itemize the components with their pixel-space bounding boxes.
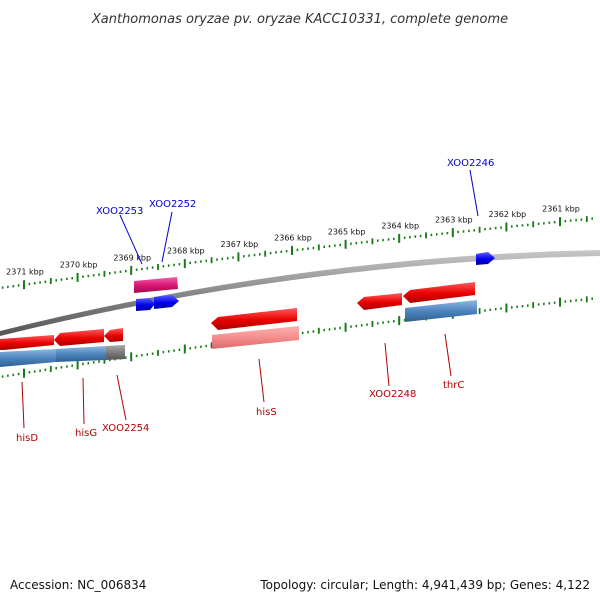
gene-arrow-thrc[interactable] [403,282,475,303]
gene-label-xoo2254[interactable]: XOO2254 [102,423,149,434]
gene-arrow-hiss[interactable] [211,308,297,330]
gene-block-hisg-lower[interactable] [56,346,106,362]
tick-label: 2369 kbp [113,253,151,262]
tick-label: 2361 kbp [542,205,580,214]
gene-label-xoo2252[interactable]: XOO2252 [149,199,196,210]
tick-label: 2362 kbp [489,210,527,219]
gene-arrow-xoo2246[interactable] [476,252,495,265]
gene-block-thrc-lower[interactable] [405,300,477,322]
tick-label: 2371 kbp [6,268,44,277]
gene-block-hiss-lower[interactable] [212,326,299,349]
gene-block-hisd-lower[interactable] [0,349,56,367]
reverse-genes [0,282,477,367]
gene-arrow-xoo2252[interactable] [154,295,179,309]
forward-genes [134,252,495,311]
kbp-tick-labels: 2361 kbp 2362 kbp 2363 kbp 2364 kbp 2365 kbp… [6,205,580,277]
gene-arrow-xoo2254[interactable] [104,328,123,342]
gene-label-hisd[interactable]: hisD [16,433,38,444]
gene-block-xoo2254-lower[interactable] [106,345,125,360]
gene-label-thrc[interactable]: thrC [443,380,464,391]
tick-label: 2367 kbp [221,240,259,249]
gene-label-xoo2246[interactable]: XOO2246 [447,158,494,169]
gene-labels: XOO2253 XOO2252 XOO2246 hisD hisG XOO225… [16,158,494,444]
topology-summary-text: Topology: circular; Length: 4,941,439 bp… [260,578,590,592]
label-leaders [21,169,479,429]
tick-label: 2368 kbp [167,247,205,256]
gene-label-hisg[interactable]: hisG [75,428,97,439]
gene-arrow-xoo2248[interactable] [357,293,402,310]
gene-block-xoo2253-region[interactable] [134,277,178,293]
kbp-ticks [1,216,594,290]
gene-arrow-xoo2253[interactable] [136,298,155,311]
tick-label: 2365 kbp [328,227,366,236]
tick-label: 2364 kbp [381,221,419,230]
tick-label: 2366 kbp [274,234,312,243]
gene-label-xoo2253[interactable]: XOO2253 [96,206,143,217]
gene-arrow-hisd[interactable] [0,335,54,350]
accession-text: Accession: NC_006834 [10,578,147,592]
gene-label-hiss[interactable]: hisS [256,407,277,418]
tick-label: 2363 kbp [435,216,473,225]
gene-label-xoo2248[interactable]: XOO2248 [369,389,416,400]
map-title: Xanthomonas oryzae pv. oryzae KACC10331,… [91,12,508,27]
tick-label: 2370 kbp [60,260,98,269]
gene-arrow-hisg[interactable] [54,329,104,346]
